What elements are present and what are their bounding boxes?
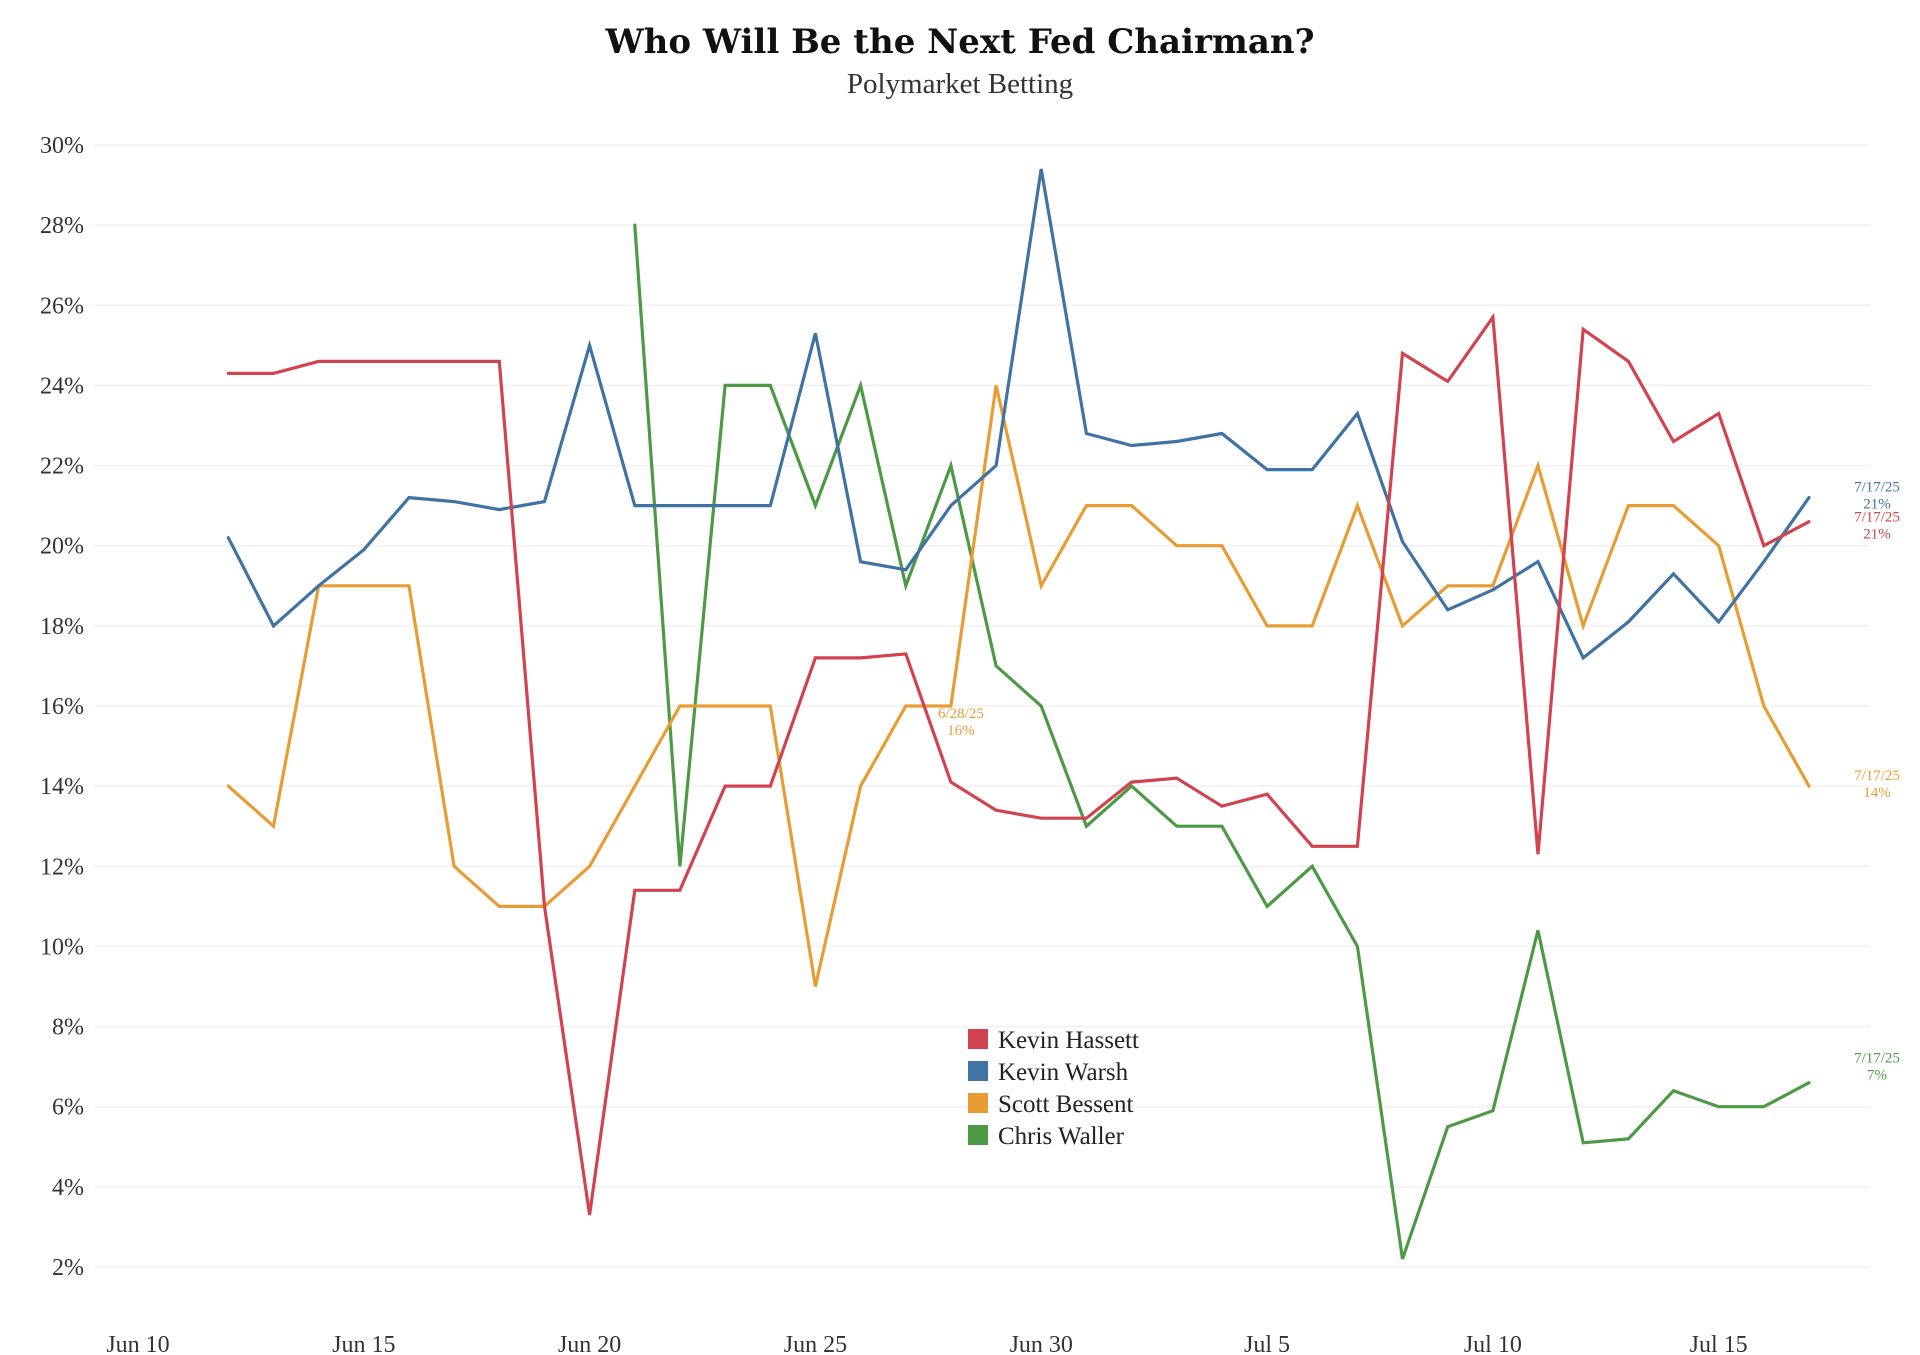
y-tick-label: 10% xyxy=(40,934,84,960)
y-tick-label: 8% xyxy=(52,1015,84,1041)
legend-swatch xyxy=(968,1125,988,1145)
y-tick-label: 28% xyxy=(40,213,84,239)
x-tick-label: Jun 30 xyxy=(1010,1332,1073,1355)
y-tick-label: 20% xyxy=(40,534,84,560)
annotation-date: 7/17/25 xyxy=(1854,510,1900,526)
y-tick-label: 16% xyxy=(40,694,84,720)
y-tick-label: 6% xyxy=(52,1095,84,1121)
x-tick-label: Jun 20 xyxy=(558,1332,621,1355)
gridlines xyxy=(95,144,1870,1268)
legend-label: Kevin Hassett xyxy=(998,1027,1139,1054)
legend-swatch xyxy=(968,1029,988,1049)
annotation-date: 7/17/25 xyxy=(1854,480,1900,496)
legend-label: Kevin Warsh xyxy=(998,1059,1129,1086)
y-tick-label: 2% xyxy=(52,1255,84,1281)
x-tick-label: Jun 10 xyxy=(106,1332,169,1355)
y-tick-label: 4% xyxy=(52,1175,84,1201)
annotations: 6/28/2516%7/17/2521%7/17/2521%7/17/2514%… xyxy=(938,480,1900,1084)
y-axis-ticks: 2% 4% 6% 8% 10% 12% 14% 16% 18% 20% 22% 24% 26% 28% 30… xyxy=(40,133,84,1281)
legend: Kevin Hassett Kevin Warsh Scott Bessent Chr… xyxy=(968,1027,1139,1150)
x-tick-label: Jun 25 xyxy=(784,1332,847,1355)
annotation-value: 21% xyxy=(1863,497,1891,513)
annotation-value: 21% xyxy=(1863,527,1891,543)
series-line-scott-bessent xyxy=(226,385,1811,987)
series-lines xyxy=(226,168,1811,1260)
annotation-value: 16% xyxy=(947,723,975,739)
y-tick-label: 24% xyxy=(40,373,84,399)
x-axis-ticks: Jun 10 Jun 15 Jun 20 Jun 25 Jun 30 Jul 5 Jul 1… xyxy=(106,1332,1747,1355)
x-tick-label: Jul 10 xyxy=(1464,1332,1522,1355)
chart-subtitle: Polymarket Betting xyxy=(846,68,1074,100)
y-tick-label: 18% xyxy=(40,614,84,640)
annotation-value: 7% xyxy=(1867,1068,1887,1084)
y-tick-label: 26% xyxy=(40,293,84,319)
x-tick-label: Jul 5 xyxy=(1244,1332,1290,1355)
series-line-kevin-hassett xyxy=(226,312,1811,1216)
series-line-chris-waller xyxy=(633,223,1811,1260)
annotation-date: 6/28/25 xyxy=(938,706,984,722)
legend-swatch xyxy=(968,1093,988,1113)
annotation-date: 7/17/25 xyxy=(1854,1051,1900,1067)
legend-label: Chris Waller xyxy=(998,1123,1125,1150)
y-tick-label: 12% xyxy=(40,854,84,880)
y-tick-label: 30% xyxy=(40,133,84,159)
y-tick-label: 14% xyxy=(40,774,84,800)
chart-title: Who Will Be the Next Fed Chairman? xyxy=(605,22,1315,62)
series-line-kevin-warsh xyxy=(226,168,1811,661)
annotation-value: 14% xyxy=(1863,785,1891,801)
legend-swatch xyxy=(968,1061,988,1081)
x-tick-label: Jun 15 xyxy=(332,1332,395,1355)
y-tick-label: 22% xyxy=(40,454,84,480)
annotation-date: 7/17/25 xyxy=(1854,768,1900,784)
x-tick-label: Jul 15 xyxy=(1690,1332,1748,1355)
legend-label: Scott Bessent xyxy=(998,1091,1133,1118)
